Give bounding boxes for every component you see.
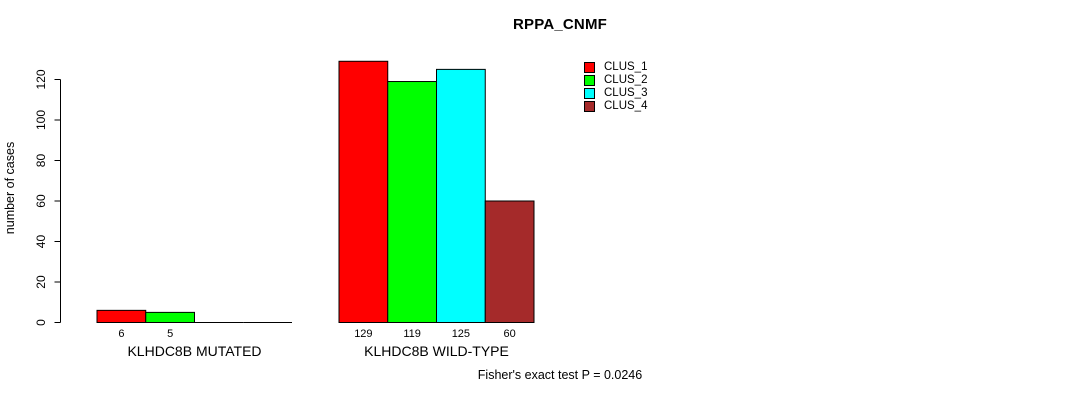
y-axis-tick-label: 100	[34, 110, 48, 130]
y-axis-tick-label: 20	[34, 275, 48, 289]
bar-clus_3	[436, 68, 486, 323]
legend-label: CLUS_1	[604, 61, 648, 73]
bar-clus_4	[484, 200, 535, 323]
legend-item-clus_4: CLUS_4	[584, 100, 647, 113]
bar-clus_2	[387, 81, 437, 324]
y-axis-tick-label: 80	[34, 154, 48, 168]
legend-item-clus_2: CLUS_2	[584, 74, 647, 87]
legend-label: CLUS_3	[604, 87, 648, 99]
legend-item-clus_1: CLUS_1	[584, 61, 647, 74]
legend: CLUS_1 CLUS_2 CLUS_3 CLUS_4	[584, 61, 647, 113]
legend-swatch-icon	[584, 88, 595, 99]
bar-value-label: 129	[354, 328, 372, 340]
bar-clus_2	[145, 311, 195, 323]
y-axis-tick-label: 120	[34, 69, 48, 89]
bar-clus_1	[338, 60, 389, 324]
legend-label: CLUS_4	[604, 100, 648, 112]
legend-swatch-icon	[584, 62, 595, 73]
bar-value-label: 125	[452, 328, 470, 340]
legend-swatch-icon	[584, 101, 595, 112]
chart-title: RPPA_CNMF	[512, 16, 608, 33]
bar-value-label: 60	[504, 328, 516, 340]
bar-value-label: 119	[403, 328, 421, 340]
bar-value-label: 5	[167, 328, 173, 340]
x-category-label: KLHDC8B WILD-TYPE	[364, 343, 509, 359]
y-axis-tick-label: 0	[34, 319, 48, 326]
bar-value-label: 6	[118, 328, 124, 340]
fisher-test-note: Fisher's exact test P = 0.0246	[477, 368, 643, 382]
legend-swatch-icon	[584, 75, 595, 86]
bar-clus_1	[96, 309, 147, 324]
legend-item-clus_3: CLUS_3	[584, 87, 647, 100]
legend-label: CLUS_2	[604, 74, 648, 86]
y-axis-tick-label: 40	[34, 235, 48, 249]
x-category-label: KLHDC8B MUTATED	[127, 343, 261, 359]
y-axis-tick-label: 60	[34, 194, 48, 208]
